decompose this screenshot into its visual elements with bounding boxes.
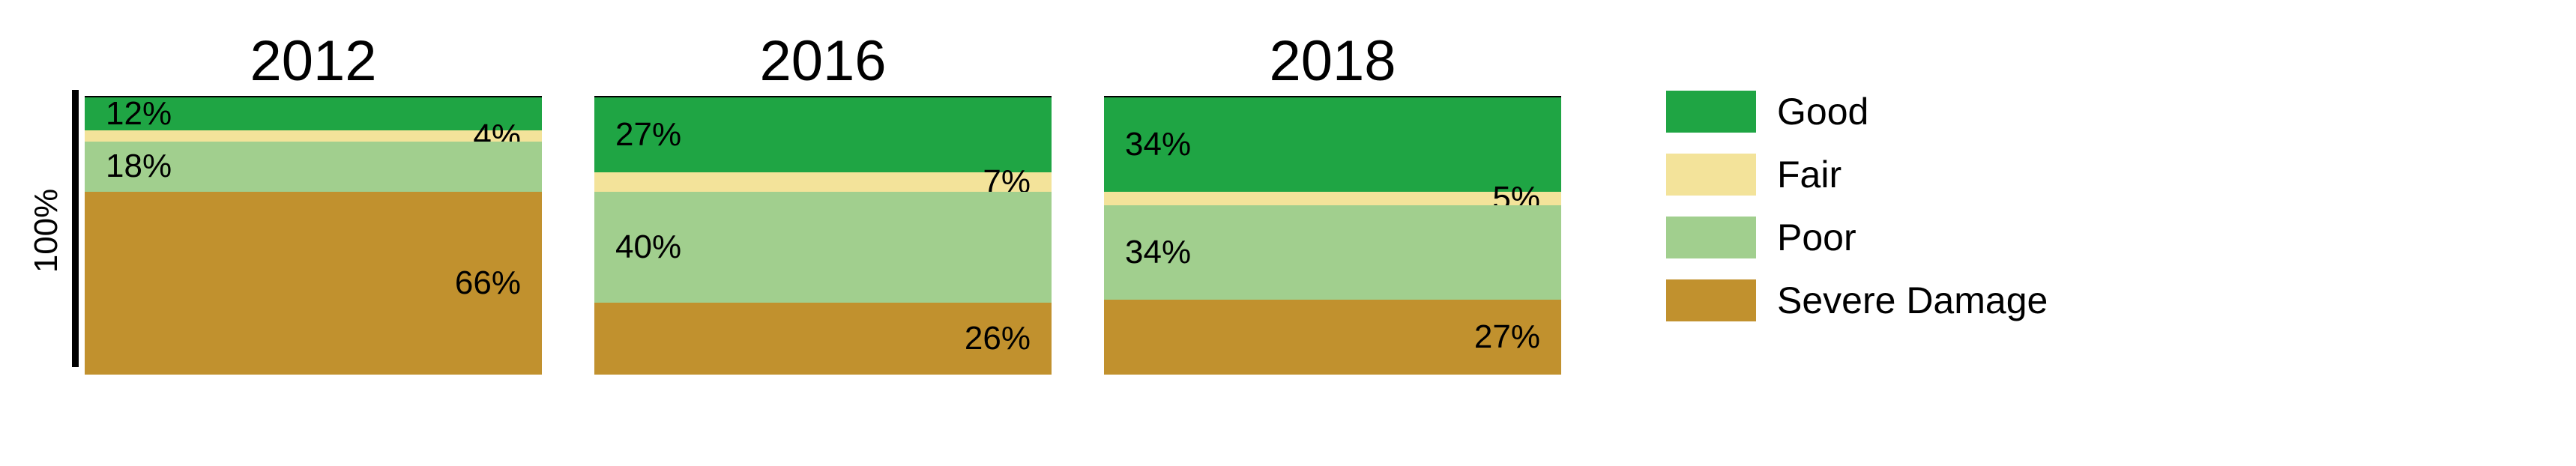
panel-2012: 2012 12%4% 18% 66% <box>85 22 542 375</box>
condition-stacked-bar-chart: 100% 201212%4%18%66%201627%7%40%26%20183… <box>0 0 2576 405</box>
segment-poor: 40% <box>594 192 1052 303</box>
axis-body: 100% <box>30 90 79 367</box>
segment-fair: 5% <box>1104 192 1561 206</box>
segment-value-label: 34% <box>1125 128 1191 161</box>
panel-title: 2016 <box>759 22 886 90</box>
segment-value-label: 40% <box>615 231 681 264</box>
y-axis-line <box>72 90 79 367</box>
segment-poor: 18% <box>85 142 542 192</box>
legend-label: Fair <box>1777 153 1841 196</box>
segment-good: 27% <box>594 97 1052 172</box>
stack: 27% 7% 40% 26% <box>594 96 1052 375</box>
segment-good: 34% <box>1104 97 1561 192</box>
segment-fair: 4% <box>85 130 542 142</box>
segment-value-label: 27% <box>615 118 681 151</box>
legend-label: Good <box>1777 90 1868 133</box>
y-axis: 100% <box>30 22 79 367</box>
stack: 34% 5% 34% 27% <box>1104 96 1561 375</box>
stack: 12%4% 18% 66% <box>85 96 542 375</box>
panels-container: 201212%4%18%66%201627%7%40%26%201834%5%3… <box>85 22 1561 375</box>
panel-2018: 2018 34% 5% 34% 27% <box>1104 22 1561 375</box>
segment-value-label: 27% <box>1474 321 1540 354</box>
legend-swatch <box>1666 154 1756 196</box>
panel-title: 2018 <box>1269 22 1396 90</box>
legend-item-fair: Fair <box>1666 153 2048 196</box>
panel-2016: 2016 27% 7% 40% 26% <box>594 22 1052 375</box>
legend-swatch <box>1666 91 1756 133</box>
legend-item-severe: Severe Damage <box>1666 279 2048 322</box>
y-axis-label: 100% <box>28 92 65 369</box>
legend-item-poor: Poor <box>1666 216 2048 259</box>
segment-value-label: 26% <box>965 322 1031 355</box>
segment-value-label: 34% <box>1125 236 1191 269</box>
legend-label: Severe Damage <box>1777 279 2048 322</box>
segment-value-label: 18% <box>106 150 172 183</box>
segment-severe: 66% <box>85 192 542 375</box>
legend: Good Fair Poor Severe Damage <box>1666 90 2048 322</box>
legend-swatch <box>1666 279 1756 321</box>
segment-value-label: 66% <box>455 267 521 300</box>
legend-item-good: Good <box>1666 90 2048 133</box>
legend-swatch <box>1666 217 1756 258</box>
segment-severe: 26% <box>594 303 1052 375</box>
segment-fair: 7% <box>594 172 1052 192</box>
segment-value-label: 12% <box>106 97 172 130</box>
legend-label: Poor <box>1777 216 1856 259</box>
panel-title: 2012 <box>250 22 376 90</box>
segment-poor: 34% <box>1104 205 1561 300</box>
segment-severe: 27% <box>1104 300 1561 375</box>
